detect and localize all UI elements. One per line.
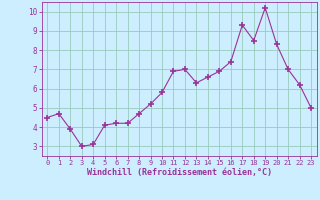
X-axis label: Windchill (Refroidissement éolien,°C): Windchill (Refroidissement éolien,°C) xyxy=(87,168,272,177)
